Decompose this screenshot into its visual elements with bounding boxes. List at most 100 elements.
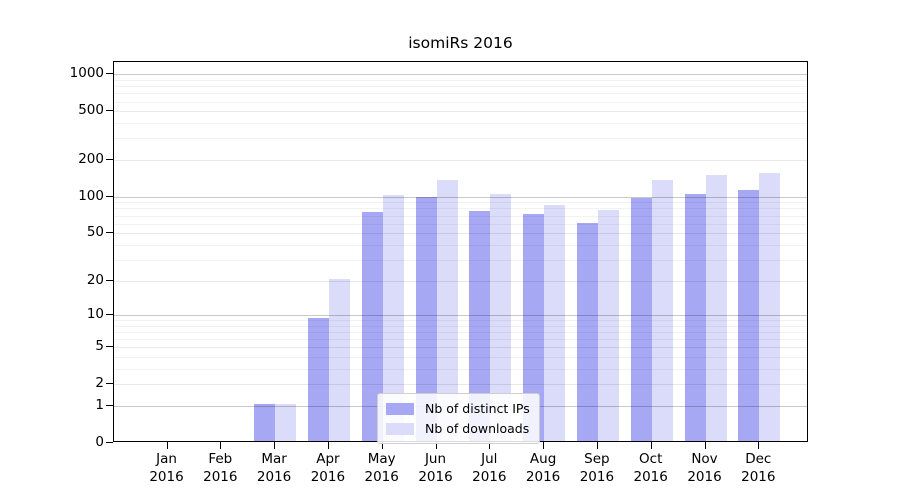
chart-title: isomiRs 2016 [408,34,513,52]
y-tick-label-500: 500 [78,102,104,119]
bar-apr-downloads [328,278,350,441]
y-tick-200 [106,158,113,160]
x-tick-feb [220,442,222,449]
gridline-minor-60 [114,223,807,225]
y-tick-label-5: 5 [95,338,104,355]
gridline-minor-40 [114,244,807,246]
x-tick-jun [435,442,437,449]
gridline-minor-90 [114,202,807,204]
y-tick-5 [106,346,113,348]
y-tick-10 [106,314,113,316]
x-tick-jan [166,442,168,449]
x-tick-sep [596,442,598,449]
gridline-50 [114,233,807,235]
y-tick-2 [106,383,113,385]
bar-jul-downloads [490,193,512,441]
gridline-minor-600 [114,101,807,103]
gridline-minor-8 [114,325,807,327]
x-tick-apr [327,442,329,449]
gridline-minor-6 [114,339,807,341]
y-tick-label-50: 50 [86,224,104,241]
y-tick-500 [106,110,113,112]
x-tick-label-aug: Aug 2016 [525,451,561,485]
y-tick-label-1: 1 [95,397,104,413]
legend-entry-downloads: Nb of downloads [386,420,530,437]
gridline-minor-400 [114,123,807,125]
gridline-minor-7 [114,332,807,334]
bar-nov-downloads [705,175,727,441]
y-tick-label-20: 20 [86,271,104,288]
bar-may-downloads [382,194,404,441]
x-tick-label-oct: Oct 2016 [633,451,668,485]
bar-dec-distinct-ips [738,189,760,441]
x-tick-label-sep: Sep 2016 [579,451,615,485]
bar-jun-distinct-ips [415,196,437,441]
gridline-1000 [114,74,807,76]
legend: Nb of distinct IPs Nb of downloads [377,393,540,444]
x-tick-label-mar: Mar 2016 [256,451,292,485]
bar-may-distinct-ips [361,212,383,441]
y-tick-1 [106,405,113,406]
gridline-10 [114,315,807,317]
gridline-20 [114,280,807,282]
y-tick-label-10: 10 [86,306,104,323]
x-tick-nov [704,442,706,449]
bar-mar-downloads [275,404,297,441]
y-tick-1000 [106,73,113,75]
y-tick-label-100: 100 [78,187,104,204]
x-tick-label-jul: Jul 2016 [472,451,507,485]
bar-sep-downloads [597,209,619,441]
y-tick-label-200: 200 [78,150,104,167]
y-tick-0 [106,442,113,443]
x-tick-label-jun: Jun 2016 [418,451,453,485]
x-tick-may [381,442,383,449]
bar-sep-distinct-ips [576,222,598,441]
x-tick-label-dec: Dec 2016 [741,451,776,485]
x-tick-aug [543,442,545,449]
gridline-500 [114,111,807,113]
gridline-minor-700 [114,93,807,95]
gridline-minor-70 [114,215,807,217]
y-tick-100 [106,195,113,197]
y-tick-label-2: 2 [95,375,104,392]
x-tick-mar [274,442,276,449]
gridline-minor-800 [114,86,807,88]
bar-jul-distinct-ips [469,210,491,441]
bar-aug-distinct-ips [523,214,545,441]
x-tick-jul [489,442,491,449]
x-tick-dec [758,442,760,449]
bar-nov-distinct-ips [684,193,706,441]
plot-area: Nb of distinct IPs Nb of downloads [113,61,808,444]
legend-label-downloads: Nb of downloads [425,421,530,436]
x-tick-label-apr: Apr 2016 [310,451,346,485]
gridline-100 [114,196,807,198]
gridline-minor-3 [114,369,807,371]
gridline-2 [114,384,807,386]
x-tick-label-nov: Nov 2016 [687,451,722,485]
gridline-minor-80 [114,208,807,210]
gridline-5 [114,347,807,349]
bar-oct-distinct-ips [630,198,652,441]
y-tick-label-0: 0 [95,434,104,450]
bar-aug-downloads [544,205,566,441]
bar-oct-downloads [651,180,673,441]
gridline-200 [114,159,807,161]
gridline-minor-30 [114,259,807,261]
x-tick-label-feb: Feb 2016 [203,451,238,485]
legend-swatch-downloads [386,422,414,435]
legend-swatch-distinct-ips [386,402,414,415]
gridline-minor-4 [114,357,807,359]
legend-label-distinct-ips: Nb of distinct IPs [425,401,530,416]
bar-apr-distinct-ips [307,318,329,441]
y-tick-label-1000: 1000 [69,65,104,82]
bar-dec-downloads [759,173,781,441]
x-tick-label-may: May 2016 [364,451,399,485]
gridline-minor-9 [114,320,807,322]
gridline-minor-900 [114,79,807,81]
y-tick-20 [106,279,113,281]
legend-entry-distinct-ips: Nb of distinct IPs [386,400,530,417]
y-tick-50 [106,232,113,234]
gridline-minor-300 [114,138,807,140]
bar-jun-downloads [436,179,458,441]
